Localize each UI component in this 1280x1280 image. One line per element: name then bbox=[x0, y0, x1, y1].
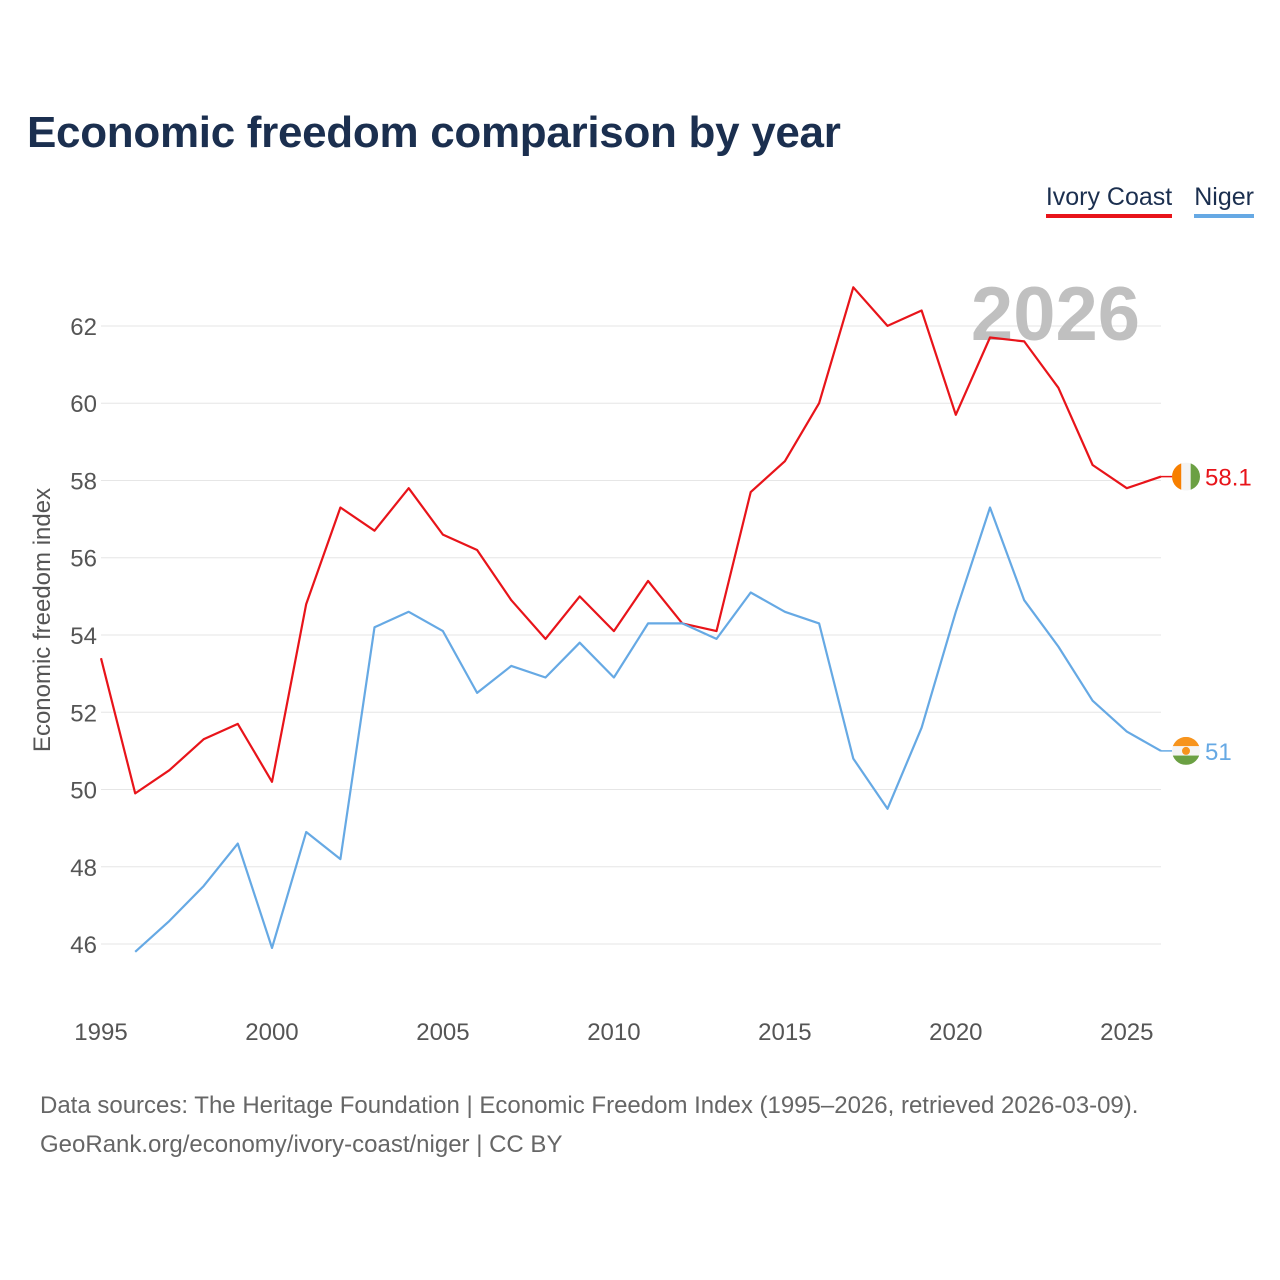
y-tick-label: 54 bbox=[70, 623, 97, 650]
y-tick-label: 58 bbox=[70, 468, 97, 495]
x-tick-label: 2005 bbox=[416, 1019, 469, 1046]
y-tick-label: 48 bbox=[70, 855, 97, 882]
legend-item-niger[interactable]: Niger bbox=[1194, 183, 1254, 218]
source-note: Data sources: The Heritage Foundation | … bbox=[40, 1086, 1138, 1164]
source-line-1: Data sources: The Heritage Foundation | … bbox=[40, 1092, 1139, 1119]
x-tick-label: 2000 bbox=[245, 1019, 298, 1046]
line-chart: 46 48 50 52 54 56 58 60 62 1995 2000 2005 2010 2015 20… bbox=[29, 272, 1252, 1046]
x-tick-label: 2015 bbox=[758, 1019, 811, 1046]
y-tick-label: 60 bbox=[70, 391, 97, 418]
y-tick-label: 50 bbox=[70, 778, 97, 805]
end-label-niger: 51 bbox=[1205, 739, 1232, 766]
end-label-ivory-coast: 58.1 bbox=[1205, 465, 1252, 492]
x-tick-label: 2025 bbox=[1100, 1019, 1153, 1046]
ivory-coast-flag-icon bbox=[1172, 462, 1200, 491]
y-axis-label: Economic freedom index bbox=[29, 488, 56, 752]
y-tick-label: 46 bbox=[70, 932, 97, 959]
source-line-2[interactable]: GeoRank.org/economy/ivory-coast/niger | … bbox=[40, 1131, 563, 1158]
y-tick-label: 56 bbox=[70, 546, 97, 573]
watermark-year: 2026 bbox=[971, 272, 1140, 357]
chart-title: Economic freedom comparison by year bbox=[27, 108, 841, 157]
x-tick-label: 1995 bbox=[74, 1019, 127, 1046]
legend: Ivory Coast Niger bbox=[1045, 183, 1254, 218]
x-tick-label: 2010 bbox=[587, 1019, 640, 1046]
y-tick-label: 52 bbox=[70, 700, 97, 727]
series-line-ivory-coast bbox=[99, 286, 1162, 795]
niger-flag-icon bbox=[1172, 736, 1200, 765]
y-tick-label: 62 bbox=[70, 314, 97, 341]
legend-item-ivory-coast[interactable]: Ivory Coast bbox=[1045, 183, 1173, 218]
series-line-niger bbox=[134, 506, 1162, 953]
x-tick-label: 2020 bbox=[929, 1019, 982, 1046]
